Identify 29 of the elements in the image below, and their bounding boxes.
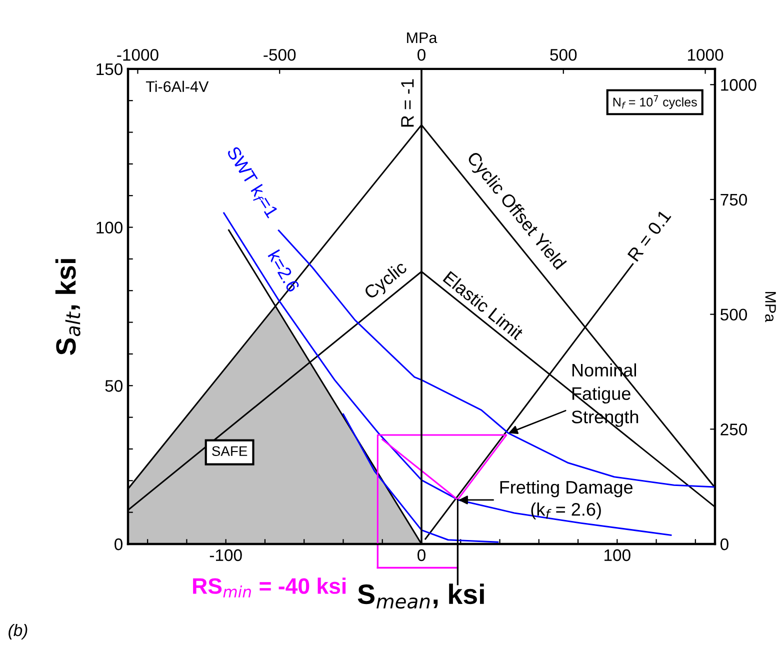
x-tick-label: 0	[418, 549, 426, 562]
y2-tick-label: 500	[720, 308, 747, 321]
y-tick-label: 100	[96, 222, 123, 234]
annotation: Fretting Damage (k$_{f}$ = 2.6)	[500, 480, 633, 520]
y-tick-label: 150	[96, 63, 123, 76]
y2-tick-label: 1000	[721, 79, 756, 91]
annotation: N$_{f}$ = 10$^{7}$ cycles	[613, 95, 697, 109]
y2-axis-title: MPa	[765, 292, 776, 322]
annotation: Ti-6Al-4V	[146, 80, 209, 92]
text: (b)	[8, 624, 28, 640]
y-tick-label: 0	[114, 538, 122, 550]
y-tick-label: 50	[105, 380, 122, 392]
x2-tick-label: 0	[418, 48, 426, 61]
text: RS$_{min}$ = -40 ksi	[193, 578, 346, 598]
x-axis-title: S$_{mean}$, ksi	[358, 584, 484, 609]
annotation: R = -1	[401, 79, 414, 127]
annotation: SAFE	[212, 446, 248, 456]
x-tick-label: 100	[604, 549, 630, 562]
x2-tick-label: 500	[550, 48, 577, 61]
x2-axis-title: MPa	[407, 32, 438, 44]
x-tick-label: -100	[210, 549, 242, 562]
annotation: R = 0.1	[627, 209, 672, 262]
y2-tick-label: 0	[720, 538, 728, 550]
x2-tick-label: -500	[264, 48, 296, 61]
y2-tick-label: 250	[720, 424, 747, 436]
x2-tick-label: 1000	[688, 48, 724, 61]
y-axis-title: S$_{alt}$, ksi	[55, 259, 80, 355]
x2-tick-label: -1000	[117, 48, 158, 61]
y2-tick-label: 750	[720, 194, 747, 206]
